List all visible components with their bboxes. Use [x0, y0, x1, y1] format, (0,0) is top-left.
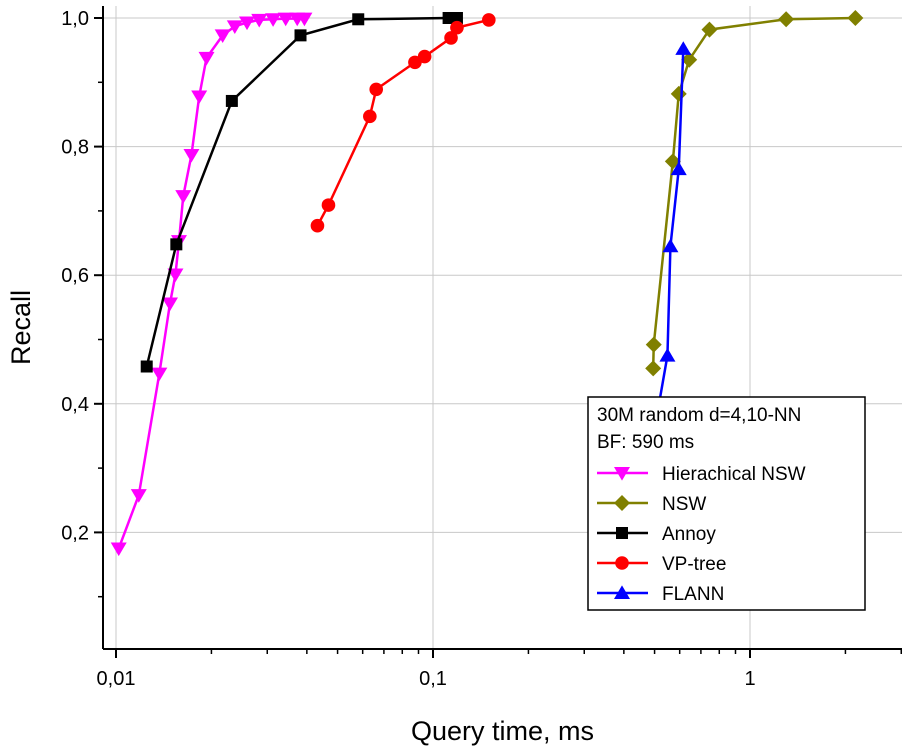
data-point: [239, 16, 256, 31]
grid: [103, 6, 902, 649]
legend-item: FLANN: [597, 584, 724, 605]
legend-title-line: 30M random d=4,10-NN: [597, 405, 801, 426]
data-point: [701, 21, 718, 38]
legend-item: VP-tree: [597, 554, 726, 575]
data-point: [226, 20, 243, 34]
data-point: [417, 49, 432, 64]
data-point: [161, 297, 178, 312]
data-point: [482, 13, 496, 27]
data-point: [277, 12, 294, 27]
data-point: [175, 190, 192, 204]
data-point: [352, 13, 365, 26]
data-point: [310, 218, 325, 233]
data-point: [251, 13, 268, 28]
legend-title-line: BF: 590 ms: [597, 432, 694, 453]
data-point: [265, 13, 282, 27]
data-point: [110, 542, 127, 557]
data-point: [363, 109, 377, 124]
data-point: [183, 148, 200, 163]
data-point: [198, 51, 215, 66]
axes: [102, 6, 902, 650]
series-nsw: [645, 10, 864, 377]
legend-label: FLANN: [662, 584, 724, 605]
series-hierachical-nsw: [110, 12, 313, 557]
series-vp-tree: [310, 13, 496, 233]
legend-item: Annoy: [597, 524, 716, 545]
data-point: [450, 12, 463, 24]
legend-marker: [614, 495, 630, 511]
data-point: [444, 31, 458, 45]
data-point: [681, 51, 698, 68]
ticks: 0,01 0,1 1 0,2 0,4 0,6 0,8 1,0: [61, 8, 902, 690]
plot-area: [110, 10, 864, 557]
x-tick-label: 1: [744, 668, 755, 690]
x-tick-label: 0,1: [419, 668, 447, 690]
data-point: [151, 367, 168, 382]
legend-label: VP-tree: [662, 554, 726, 575]
data-point: [214, 29, 231, 43]
data-point: [670, 161, 687, 176]
data-point: [191, 90, 208, 105]
data-point: [225, 94, 238, 107]
data-point: [321, 198, 336, 212]
y-tick-label: 0,8: [61, 137, 89, 159]
series-annoy: [140, 12, 463, 373]
data-point: [847, 10, 864, 26]
data-point: [369, 82, 384, 97]
data-point: [170, 238, 183, 251]
legend: 30M random d=4,10-NN BF: 590 ms Hierachica…: [587, 396, 866, 611]
legend-label: NSW: [662, 494, 706, 515]
data-point: [167, 268, 184, 283]
y-axis-title: Recall: [6, 290, 36, 365]
data-point: [140, 360, 153, 373]
data-point: [778, 11, 795, 28]
y-tick-label: 0,2: [61, 522, 89, 544]
data-point: [450, 20, 464, 35]
data-point: [645, 360, 662, 377]
data-point: [294, 29, 307, 42]
data-point: [662, 238, 679, 253]
legend-label: Hierachical NSW: [662, 464, 806, 485]
data-point: [130, 489, 147, 503]
y-tick-label: 0,6: [61, 265, 89, 287]
legend-item: Hierachical NSW: [597, 464, 806, 485]
data-point: [659, 347, 676, 362]
legend-label: Annoy: [662, 524, 716, 545]
legend-marker: [614, 585, 630, 599]
series-line: [651, 16, 856, 369]
y-tick-label: 1,0: [61, 8, 89, 30]
x-axis-title: Query time, ms: [411, 716, 594, 746]
data-point: [296, 12, 313, 27]
data-point: [645, 336, 662, 353]
x-tick-label: 0,01: [97, 668, 136, 690]
y-tick-label: 0,4: [61, 394, 89, 416]
legend-marker: [616, 527, 628, 539]
legend-marker: [614, 467, 630, 481]
legend-marker: [615, 556, 629, 570]
data-point: [675, 41, 692, 55]
legend-item: NSW: [597, 494, 706, 515]
series-flann: [648, 41, 692, 423]
